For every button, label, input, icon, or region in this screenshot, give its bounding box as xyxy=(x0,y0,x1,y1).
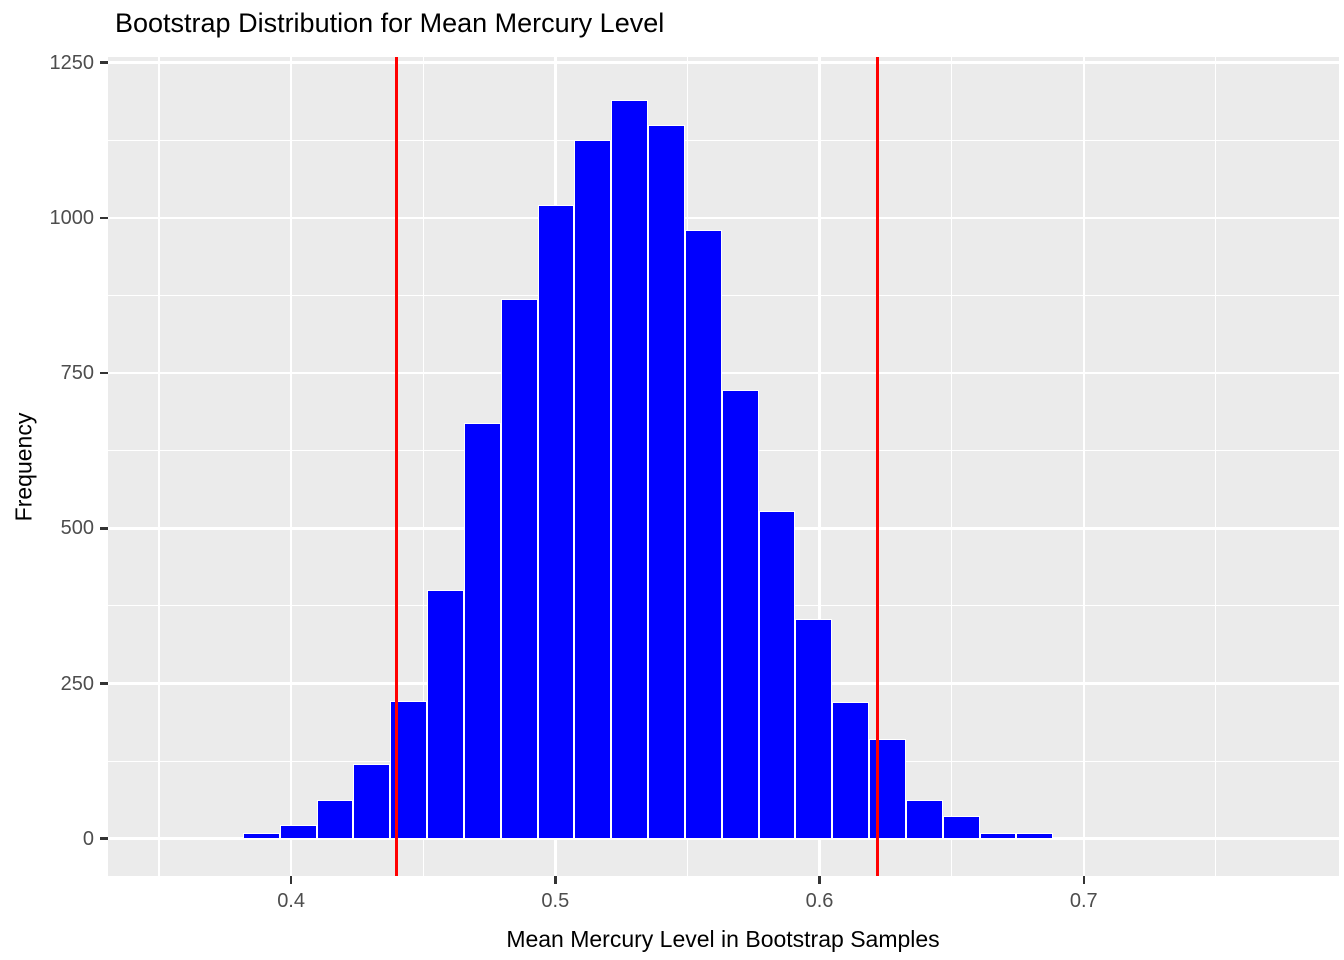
y-major-gridline xyxy=(108,216,1339,220)
histogram-bar xyxy=(611,99,649,839)
x-major-gridline xyxy=(1082,57,1085,876)
histogram-bar xyxy=(463,422,501,839)
histogram-bar xyxy=(279,825,317,839)
x-major-gridline xyxy=(818,57,821,876)
y-tick-label: 750 xyxy=(60,362,94,385)
y-axis-tick xyxy=(100,527,108,530)
x-minor-gridline xyxy=(1215,57,1217,876)
histogram-bar xyxy=(574,140,612,839)
histogram-bar xyxy=(1016,833,1054,839)
histogram-bar xyxy=(758,510,796,839)
y-axis-title: Frequency xyxy=(10,412,37,522)
x-axis-tick xyxy=(554,876,557,884)
histogram-bar xyxy=(979,833,1017,839)
histogram-bar xyxy=(427,590,464,839)
histogram-bar xyxy=(795,618,833,839)
y-axis-tick xyxy=(100,682,108,685)
y-axis-tick xyxy=(100,837,108,840)
histogram-bar xyxy=(316,800,354,839)
x-axis-title: Mean Mercury Level in Bootstrap Samples xyxy=(506,926,940,952)
y-major-gridline xyxy=(108,837,1339,840)
y-axis-tick xyxy=(100,61,108,64)
y-tick-label: 250 xyxy=(60,672,94,695)
histogram-bar xyxy=(206,837,243,840)
y-minor-gridline xyxy=(108,139,1339,141)
histogram-bar xyxy=(832,702,870,839)
x-minor-gridline xyxy=(951,57,953,876)
y-tick-label: 1000 xyxy=(49,206,95,229)
histogram-bar xyxy=(721,390,759,839)
y-major-gridline xyxy=(108,61,1339,64)
histogram-bar xyxy=(537,205,575,839)
histogram-bar xyxy=(500,298,538,839)
x-axis-tick xyxy=(1082,876,1085,884)
histogram-bar xyxy=(905,799,943,839)
y-axis-tick xyxy=(100,371,108,375)
histogram-bar xyxy=(242,832,280,839)
chart-title: Bootstrap Distribution for Mean Mercury … xyxy=(115,8,665,38)
x-minor-gridline xyxy=(422,57,424,876)
x-tick-label: 0.6 xyxy=(805,890,834,912)
x-tick-label: 0.7 xyxy=(1069,890,1098,912)
x-axis-tick xyxy=(818,876,821,884)
histogram-bar xyxy=(942,816,980,839)
histogram-bar xyxy=(869,739,906,839)
histogram-bar xyxy=(684,230,722,839)
histogram-bar xyxy=(353,764,391,839)
ci-line xyxy=(876,57,880,876)
y-tick-label: 500 xyxy=(60,517,94,540)
ci-line xyxy=(395,57,399,876)
y-axis-tick xyxy=(100,216,108,220)
histogram-bar xyxy=(169,836,207,839)
x-tick-label: 0.5 xyxy=(541,890,570,912)
histogram-bar xyxy=(648,124,685,839)
y-minor-gridline xyxy=(108,294,1339,297)
x-minor-gridline xyxy=(158,57,160,876)
x-tick-label: 0.4 xyxy=(277,890,305,912)
plot-panel xyxy=(108,57,1339,876)
x-major-gridline xyxy=(289,57,293,876)
y-tick-label: 1250 xyxy=(49,51,95,74)
x-axis-tick xyxy=(289,876,293,884)
y-major-gridline xyxy=(108,371,1339,375)
y-tick-label: 0 xyxy=(82,827,94,850)
